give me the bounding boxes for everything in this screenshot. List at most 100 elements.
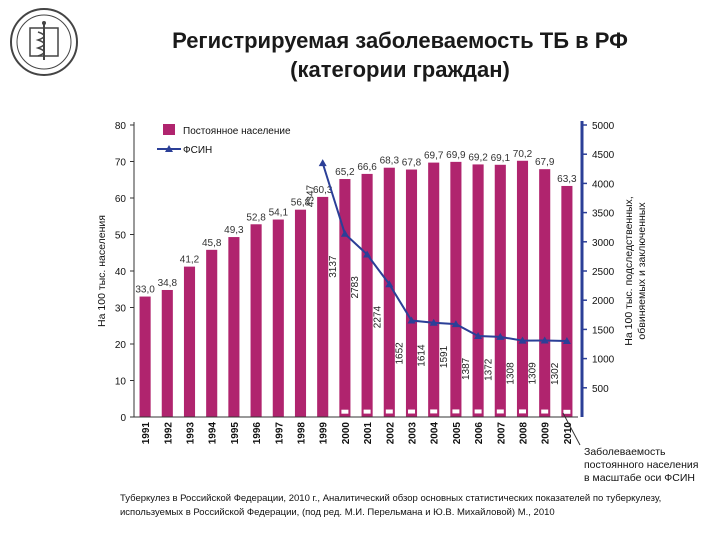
x-tick-1997: 1997: [274, 422, 285, 445]
bar-2010: [561, 185, 573, 417]
fsin-label-2007: 1372: [483, 358, 494, 381]
bar-1994: [206, 249, 218, 417]
x-tick-2006: 2006: [474, 422, 485, 445]
title-line-1: Регистрируемая заболеваемость ТБ в РФ: [172, 28, 628, 53]
bar-label-2009: 67,9: [535, 157, 555, 168]
x-tick-1996: 1996: [252, 422, 263, 445]
fsin-label-2000: 3137: [328, 255, 339, 278]
bar-label-1995: 49,3: [224, 225, 244, 236]
annotation-line-3: в масштабе оси ФСИН: [584, 472, 695, 484]
bar-1997: [272, 219, 284, 417]
bar-2009: [539, 169, 551, 417]
x-tick-1991: 1991: [141, 422, 152, 445]
fsin-point-1999: [318, 159, 327, 167]
right-tick-3500: 3500: [592, 209, 615, 220]
fsin-label-2001: 2783: [350, 276, 361, 299]
fsin-line-series: 4347 3137 2783 2274 1652 1614 1591 1387 1372 1308…: [306, 159, 571, 385]
bar-label-1991: 33,0: [135, 285, 155, 296]
annotation-line-2: постоянного населения: [584, 459, 698, 471]
scaled-bar-marker-2004: [429, 408, 439, 415]
source-footnote: Туберкулез в Российской Федерации, 2010 …: [120, 492, 710, 520]
fsin-point-2008: [518, 336, 527, 344]
x-tick-2001: 2001: [363, 422, 374, 445]
x-tick-2000: 2000: [341, 422, 352, 445]
fsin-label-2003: 1652: [395, 342, 406, 365]
scaled-bar-marker-2005: [451, 408, 461, 415]
bar-1996: [250, 224, 262, 417]
x-tick-2008: 2008: [519, 422, 530, 445]
scaled-bar-marker-2009: [540, 408, 550, 415]
bar-label-1998: 56,8: [291, 198, 311, 209]
fsin-label-2002: 2274: [372, 306, 383, 329]
bar-label-2004: 69,7: [424, 151, 444, 162]
bar-label-1992: 34,8: [158, 278, 178, 289]
bar-2003: [405, 169, 418, 417]
bar-1995: [228, 237, 240, 417]
fsin-point-2003: [407, 316, 416, 324]
bar-label-1993: 41,2: [180, 255, 200, 266]
x-tick-2003: 2003: [408, 422, 419, 445]
bar-2004: [428, 162, 440, 417]
x-tick-1998: 1998: [297, 422, 308, 445]
bar-2005: [450, 161, 462, 417]
page-title: Регистрируемая заболеваемость ТБ в РФ (к…: [130, 26, 670, 84]
bar-label-2006: 69,2: [468, 152, 488, 163]
scaled-bar-marker-2002: [384, 408, 394, 415]
fsin-label-2006: 1387: [461, 357, 472, 380]
right-tick-1000: 1000: [592, 355, 615, 366]
bar-1991: [139, 296, 151, 417]
right-tick-3000: 3000: [592, 238, 615, 249]
bar-label-2003: 67,8: [402, 158, 422, 169]
right-tick-2500: 2500: [592, 267, 615, 278]
bar-1999: [317, 196, 329, 417]
fsin-label-2009: 1309: [528, 362, 539, 385]
right-tick-4500: 4500: [592, 150, 615, 161]
legend: Постоянное население ФСИН: [157, 124, 291, 156]
annotation-pointer: [562, 412, 581, 446]
fsin-point-2007: [496, 332, 505, 340]
left-tick-60: 60: [115, 194, 127, 205]
x-tick-1995: 1995: [230, 422, 241, 445]
legend-label-fsin: ФСИН: [183, 145, 212, 156]
fsin-line: [321, 162, 567, 342]
bar-1993: [183, 266, 196, 417]
bar-1998: [294, 209, 307, 417]
right-tick-5000: 5000: [592, 121, 615, 132]
annotation-line-1: Заболеваемость: [584, 446, 666, 458]
left-tick-50: 50: [115, 231, 127, 242]
bar-series: 33,034,8 41,245,849,352,8 54,156,860,365,2…: [135, 149, 577, 417]
bar-1992: [161, 289, 173, 417]
bar-2006: [472, 164, 484, 417]
fsin-point-2000: [340, 229, 349, 237]
fsin-label-2008: 1308: [506, 362, 517, 385]
fsin-point-2001: [363, 250, 372, 258]
bar-2000: [339, 179, 351, 417]
x-tick-2009: 2009: [541, 422, 552, 445]
fsin-point-2010: [562, 336, 571, 344]
left-tick-80: 80: [115, 121, 127, 132]
left-axis-label: На 100 тыс. населения: [96, 215, 108, 327]
fsin-label-2004: 1614: [417, 344, 428, 367]
x-tick-2007: 2007: [496, 422, 507, 445]
bar-label-1999: 60,3: [313, 185, 333, 196]
fsin-label-1999: 4347: [306, 184, 317, 207]
bar-label-1994: 45,8: [202, 238, 222, 249]
scaled-bar-marker-2000: [340, 408, 350, 415]
x-tick-2004: 2004: [430, 422, 441, 445]
left-tick-10: 10: [115, 377, 127, 388]
left-tick-0: 0: [120, 413, 126, 424]
scaled-bar-marker-2006: [473, 408, 483, 415]
x-tick-2005: 2005: [452, 422, 463, 445]
bar-label-2008: 70,2: [513, 149, 533, 160]
x-tick-2002: 2002: [385, 422, 396, 445]
legend-swatch-population: [163, 124, 175, 135]
footnote-line-1: Туберкулез в Российской Федерации, 2010 …: [120, 493, 662, 504]
title-line-2: (категории граждан): [290, 57, 510, 82]
bar-label-2000: 65,2: [335, 167, 355, 178]
x-tick-1999: 1999: [319, 422, 330, 445]
x-tick-2010: 2010: [563, 422, 574, 445]
legend-swatch-fsin-marker: [165, 145, 173, 152]
bar-2001: [361, 173, 373, 417]
